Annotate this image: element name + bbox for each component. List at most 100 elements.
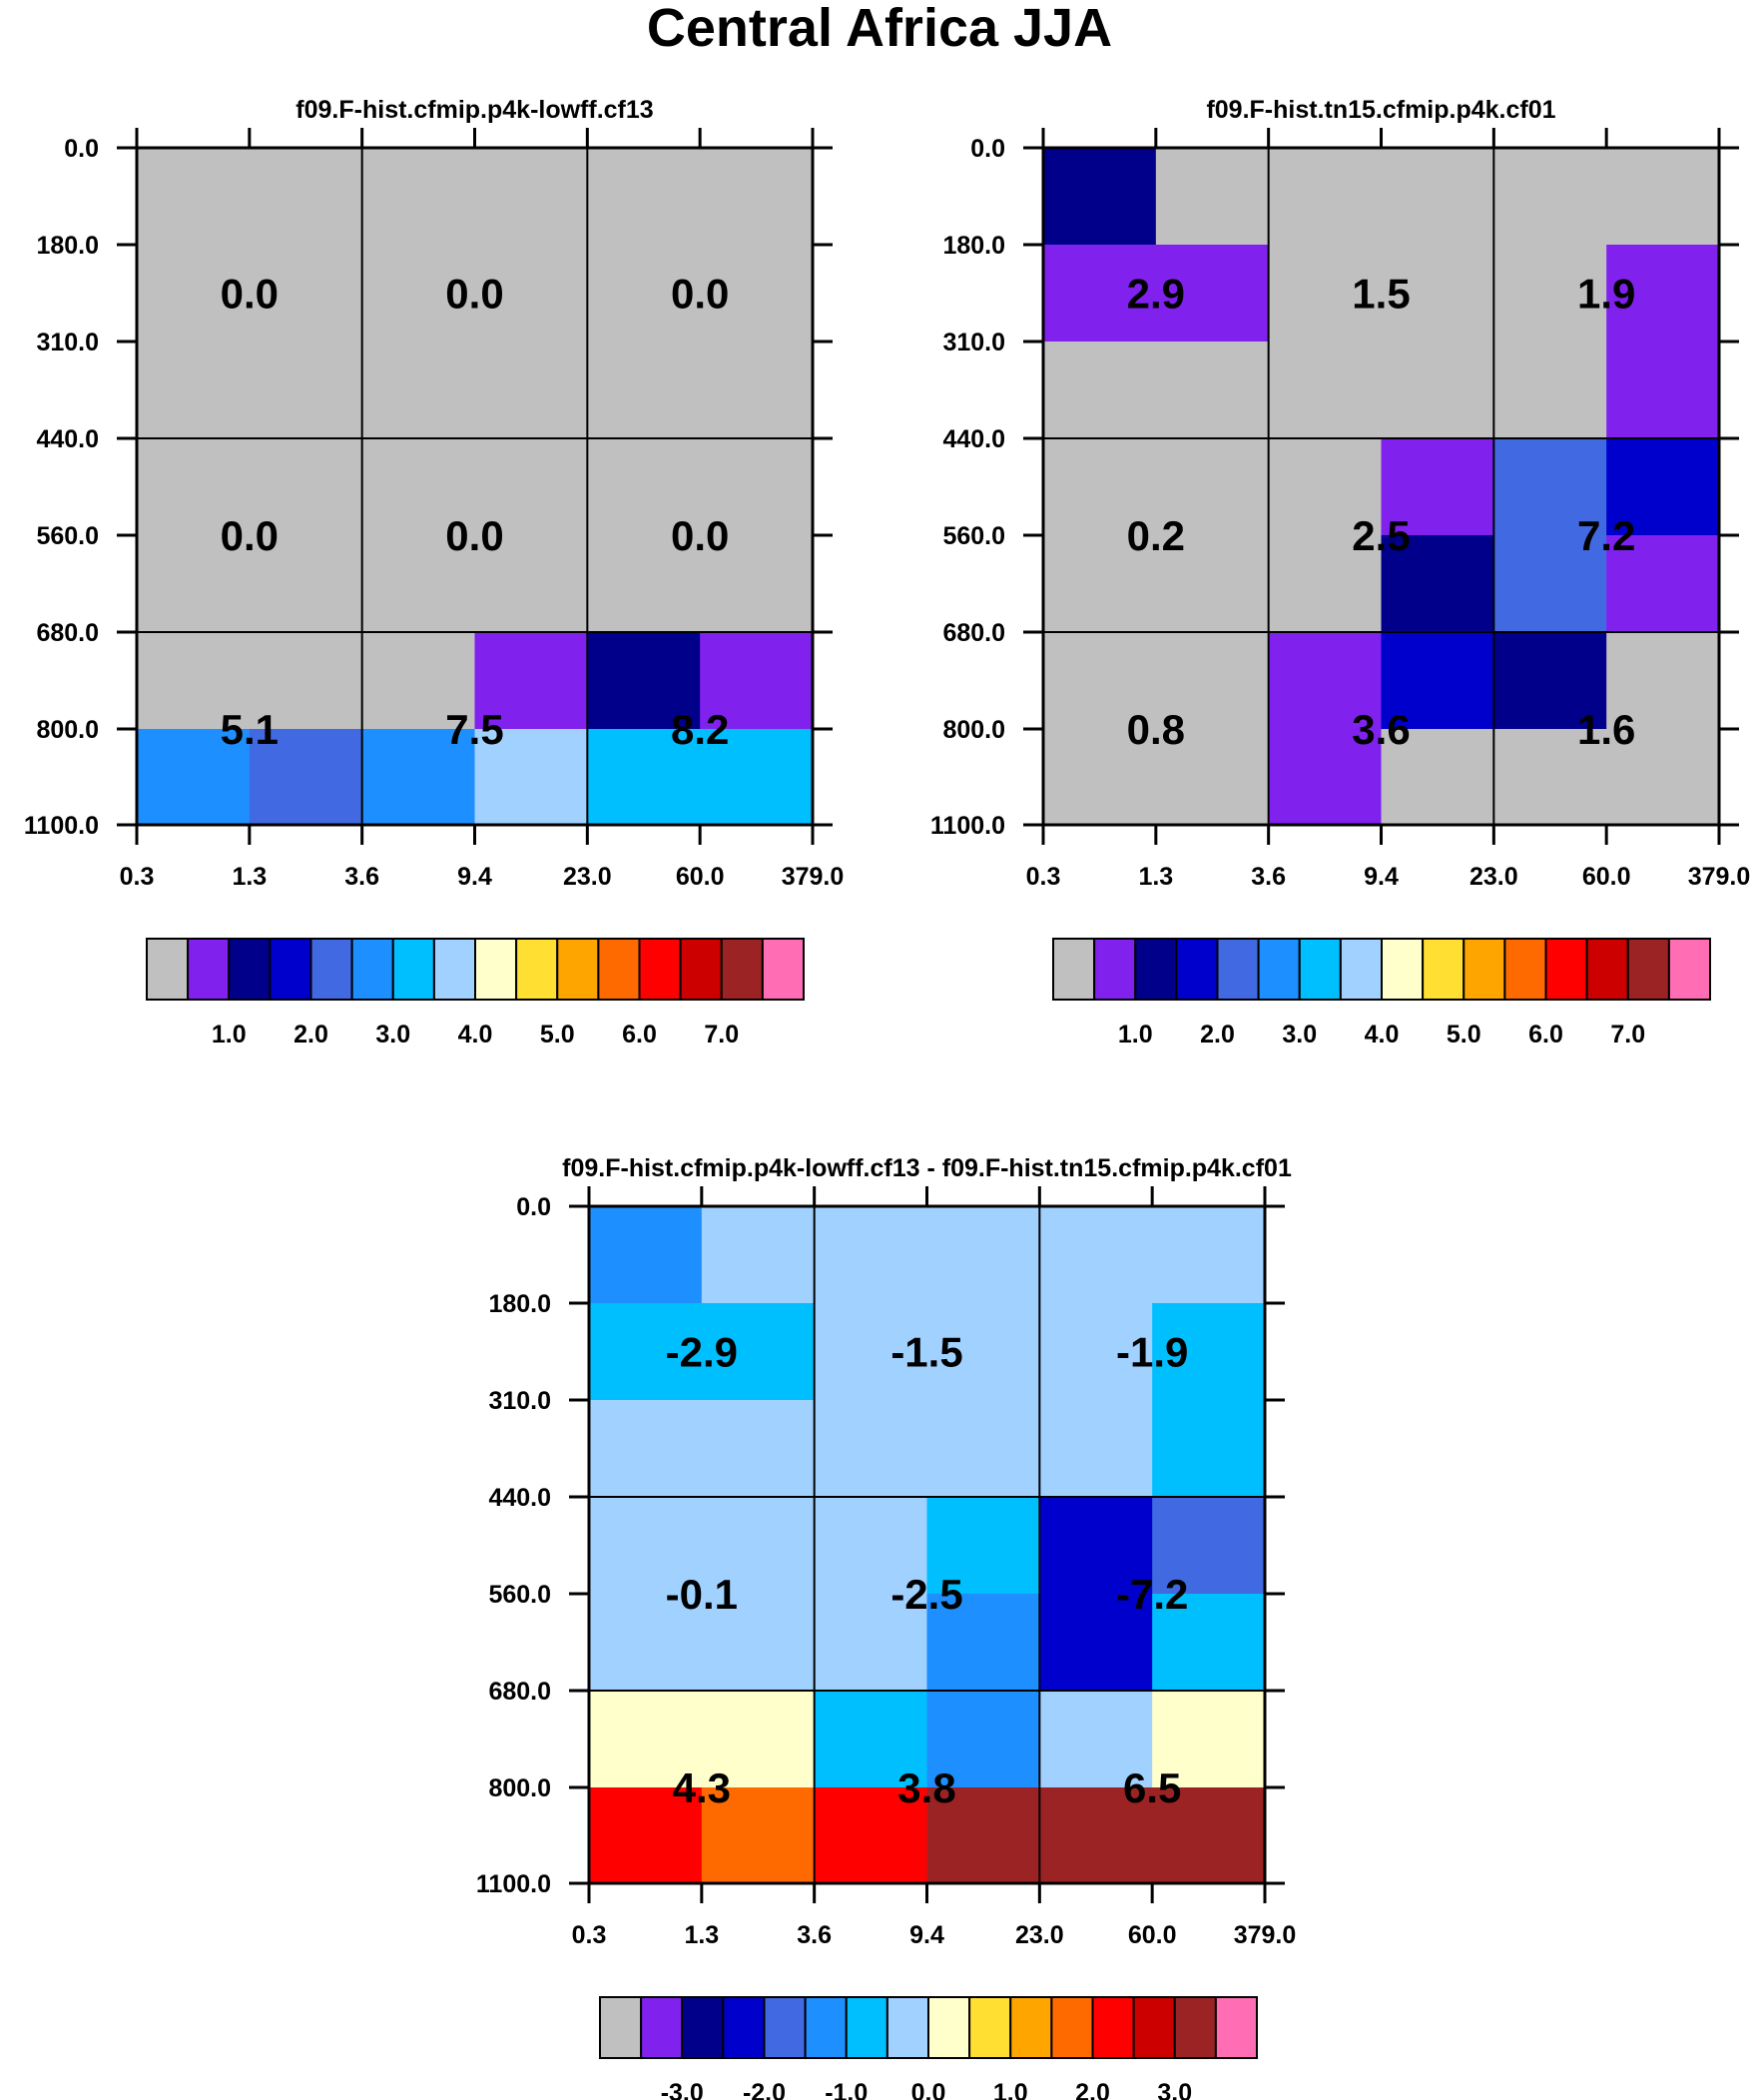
box-value-label: 3.8 <box>897 1764 955 1811</box>
heatmap-cell <box>589 1206 703 1304</box>
heatmap-cell <box>361 535 476 633</box>
colorbar-swatch <box>1626 938 1670 1001</box>
colorbar-label: 1.0 <box>212 1021 247 1049</box>
heatmap-cell <box>700 245 814 343</box>
colorbar-label: 1.0 <box>1118 1021 1153 1049</box>
heatmap-cell <box>814 1400 928 1498</box>
heatmap-cell <box>701 1497 816 1595</box>
box-value-label: 7.5 <box>445 706 503 753</box>
y-tick-label: 180.0 <box>942 232 1005 260</box>
box-value-label: 1.5 <box>1352 271 1410 318</box>
heatmap-cell <box>361 438 476 536</box>
heatmap-cell <box>1268 438 1383 536</box>
x-tick-label: 3.6 <box>1251 863 1286 891</box>
heatmap-cell <box>1381 148 1494 246</box>
y-tick-label: 560.0 <box>36 522 99 550</box>
heatmap-cell <box>1043 535 1157 633</box>
heatmap-cell <box>1268 245 1383 343</box>
colorbar-swatch <box>1544 938 1588 1001</box>
colorbar-label: 0.0 <box>911 2079 946 2100</box>
heatmap-cell <box>1381 438 1494 536</box>
heatmap-cell <box>1152 1594 1266 1692</box>
colorbar-swatch <box>927 1996 971 2059</box>
heatmap-cell <box>1381 632 1494 730</box>
box-value-label: -2.5 <box>890 1571 962 1618</box>
colorbar: -3.0 -2.0 -1.0 0.0 1.0 2.0 3.0 <box>599 1996 1258 2100</box>
heatmap-cell <box>701 1400 816 1498</box>
colorbar-swatch <box>763 1996 807 2059</box>
x-tick-label: 3.6 <box>344 863 379 891</box>
box-value-label: -2.9 <box>666 1329 738 1376</box>
colorbar-swatch <box>804 1996 848 2059</box>
y-tick-label: 1100.0 <box>930 812 1005 840</box>
figure-title: Central Africa JJA <box>647 0 1112 58</box>
colorbar-swatch <box>597 938 641 1001</box>
heatmap-cell <box>1268 632 1383 730</box>
colorbar-label: 4.0 <box>458 1021 493 1049</box>
box-value-label: 8.2 <box>671 706 729 753</box>
heatmap-cell <box>926 1400 1040 1498</box>
y-tick-label: 680.0 <box>942 619 1005 647</box>
y-tick-label: 800.0 <box>36 716 99 744</box>
heatmap-cell <box>1152 1787 1266 1884</box>
colorbar-label: 6.0 <box>622 1021 657 1049</box>
heatmap-cell <box>1381 729 1494 826</box>
colorbar-swatch <box>679 938 723 1001</box>
heatmap-cell <box>137 632 251 730</box>
heatmap-cell <box>701 1691 816 1788</box>
heatmap-cell <box>361 245 476 343</box>
colorbar-swatch <box>1050 1996 1094 2059</box>
heatmap-cell <box>1155 148 1270 246</box>
heatmap-cell <box>1155 729 1270 826</box>
x-tick-label: 60.0 <box>676 863 725 891</box>
heatmap-cell <box>700 535 814 633</box>
heatmap-cell <box>926 1497 1040 1595</box>
heatmap-cell <box>1155 245 1270 343</box>
box-value-label: 3.6 <box>1352 706 1410 753</box>
y-tick-label: 310.0 <box>36 329 99 356</box>
heatmap-cell <box>589 1594 703 1692</box>
heatmap-cell <box>587 535 701 633</box>
x-tick-label: 23.0 <box>563 863 612 891</box>
heatmap-cell <box>589 1787 703 1884</box>
colorbar-label: 1.0 <box>993 2079 1028 2100</box>
colorbar-swatch <box>1216 938 1260 1001</box>
heatmap-cell <box>474 535 588 633</box>
heatmap-cell <box>1493 245 1607 343</box>
box-value-label: -0.1 <box>666 1571 738 1618</box>
box-value-label: 2.5 <box>1352 512 1410 559</box>
heatmap-cell <box>1155 632 1270 730</box>
box-value-label: 0.0 <box>671 271 729 318</box>
heatmap-cell <box>137 535 251 633</box>
y-tick-label: 440.0 <box>942 425 1005 453</box>
colorbar-label: 3.0 <box>1157 2079 1192 2100</box>
heatmap-cell <box>814 1303 928 1401</box>
colorbar-swatch <box>1175 938 1219 1001</box>
heatmap-cell <box>1381 535 1494 633</box>
y-tick-label: 680.0 <box>36 619 99 647</box>
colorbar-swatch <box>722 1996 766 2059</box>
box-value-label: -7.2 <box>1116 1571 1188 1618</box>
colorbar-swatch <box>1093 938 1137 1001</box>
colorbar-label: 7.0 <box>704 1021 739 1049</box>
colorbar-swatch <box>720 938 764 1001</box>
y-tick-label: 1100.0 <box>24 812 99 840</box>
colorbar-swatch <box>1009 1996 1053 2059</box>
heatmap-cell <box>474 729 588 826</box>
box-value-label: 2.9 <box>1127 271 1185 318</box>
colorbar-swatch <box>1667 938 1711 1001</box>
heatmap-cell <box>1155 438 1270 536</box>
heatmap-cell <box>1152 1400 1266 1498</box>
heatmap-cell <box>474 148 588 246</box>
y-tick-label: 310.0 <box>942 329 1005 356</box>
heatmap-cell <box>1268 729 1383 826</box>
colorbar-swatch <box>146 938 190 1001</box>
x-tick-label: 1.3 <box>232 863 267 891</box>
heatmap-cell <box>589 1691 703 1788</box>
x-tick-label: 9.4 <box>909 1921 944 1949</box>
heatmap-cell <box>701 1594 816 1692</box>
colorbar-swatch <box>638 938 682 1001</box>
heatmap-cell <box>1039 1691 1153 1788</box>
